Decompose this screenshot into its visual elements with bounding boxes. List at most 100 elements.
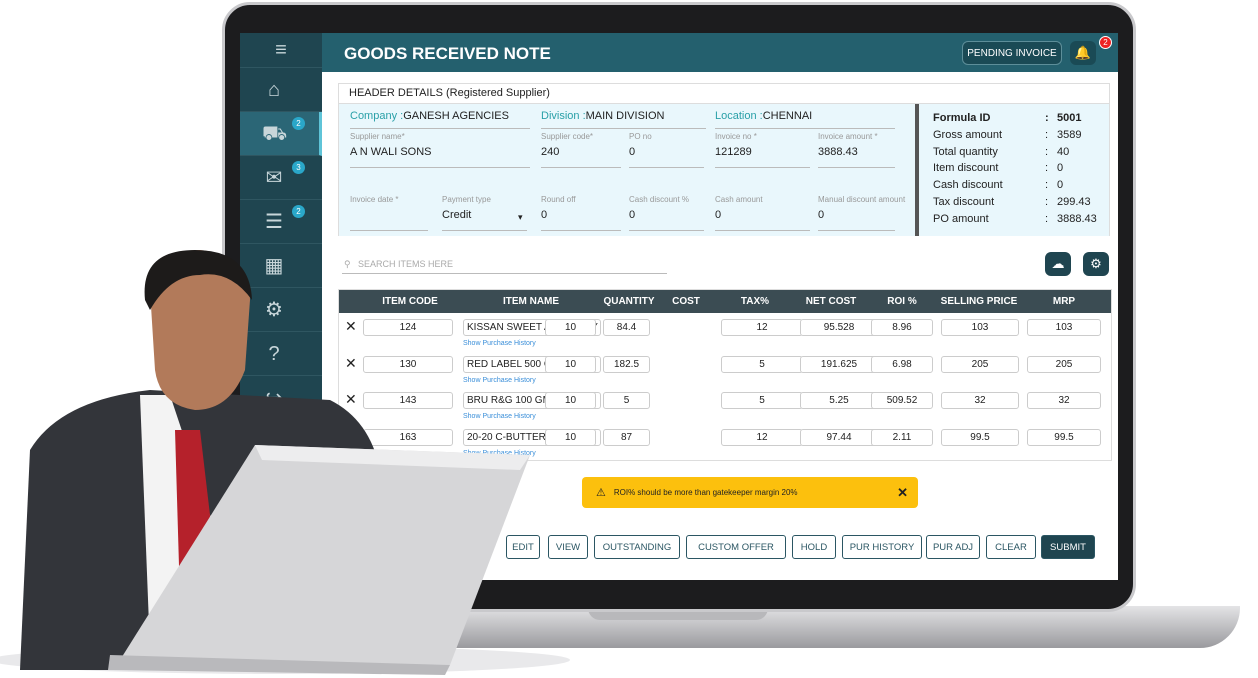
table-cell-input[interactable]: 124 bbox=[363, 319, 453, 336]
table-cell-input[interactable]: 205 bbox=[941, 355, 1019, 373]
column-header[interactable]: ITEM NAME bbox=[502, 296, 560, 307]
table-cell-input[interactable]: 509.52 bbox=[871, 392, 933, 409]
sidebar-item-help[interactable]: ? bbox=[240, 332, 322, 376]
column-header[interactable]: QUANTITY bbox=[603, 296, 655, 307]
sidebar-item-invoice[interactable]: ☰ 2 bbox=[240, 200, 322, 244]
show-purchase-history-link[interactable]: Show Purchase History bbox=[463, 413, 536, 420]
location-label: Location : bbox=[715, 110, 763, 122]
field-label: Manual discount amount bbox=[818, 195, 906, 204]
table-cell-input[interactable]: 84.4 bbox=[603, 319, 650, 336]
field-input[interactable]: 0 bbox=[541, 209, 548, 221]
table-cell-input[interactable]: 97.44 bbox=[800, 428, 878, 446]
table-cell-input[interactable]: 10 bbox=[545, 392, 596, 409]
table-cell-input[interactable]: 205 bbox=[1027, 355, 1101, 373]
pur-adj-button[interactable]: PUR ADJ bbox=[926, 535, 980, 559]
show-purchase-history-link[interactable]: Show Purchase History bbox=[463, 340, 536, 347]
formula-label: Tax discount bbox=[933, 196, 995, 208]
field-input[interactable]: 0 bbox=[715, 209, 722, 221]
table-cell-input[interactable]: 12 bbox=[721, 428, 803, 446]
settings-icon[interactable]: ⚙ bbox=[1083, 252, 1109, 276]
sidebar-item-menu[interactable]: ≡ bbox=[240, 33, 322, 68]
table-cell-input[interactable]: 32 bbox=[1027, 392, 1101, 409]
table-cell-input[interactable]: 182.5 bbox=[603, 355, 650, 373]
table-cell-input[interactable]: 103 bbox=[1027, 319, 1101, 336]
table-cell-input[interactable]: 163 bbox=[363, 428, 453, 446]
table-cell-input[interactable]: 10 bbox=[545, 428, 596, 446]
column-header[interactable]: TAX% bbox=[740, 296, 770, 307]
formula-label: Cash discount bbox=[933, 179, 1003, 192]
formula-value: 5001 bbox=[1057, 112, 1082, 124]
table-cell-input[interactable]: 5 bbox=[721, 355, 803, 373]
field-input[interactable]: 0 bbox=[629, 146, 636, 158]
custom-offer-button[interactable]: CUSTOM OFFER bbox=[686, 535, 786, 559]
table-cell-input[interactable]: 99.5 bbox=[1027, 428, 1101, 446]
table-cell-input[interactable]: 143 bbox=[363, 392, 453, 409]
table-cell-input[interactable]: 10 bbox=[545, 319, 596, 336]
view-button[interactable]: VIEW bbox=[548, 535, 588, 559]
table-cell-input[interactable]: 191.625 bbox=[800, 355, 878, 373]
colon: : bbox=[1045, 145, 1049, 158]
warning-text: ROI% should be more than gatekeeper marg… bbox=[613, 488, 798, 497]
table-cell-input[interactable]: 12 bbox=[721, 319, 803, 336]
column-header[interactable]: MRP bbox=[1052, 296, 1076, 307]
table-cell-input[interactable]: 103 bbox=[941, 319, 1019, 336]
sidebar-item-gear[interactable]: ⚙ bbox=[240, 288, 322, 332]
column-header[interactable]: SELLING PRICE bbox=[940, 296, 1018, 307]
field-input[interactable]: 3888.43 bbox=[818, 146, 858, 158]
sidebar-item-logout[interactable]: ↪ bbox=[240, 376, 322, 420]
sidebar-item-document[interactable]: ✉ 3 bbox=[240, 156, 322, 200]
bell-icon[interactable]: 🔔 bbox=[1070, 41, 1096, 65]
table-cell-input[interactable]: 130 bbox=[363, 355, 453, 373]
column-header[interactable]: NET COST bbox=[805, 296, 857, 307]
remove-row-icon[interactable]: ✕ bbox=[345, 318, 357, 334]
clear-button[interactable]: CLEAR bbox=[986, 535, 1036, 559]
chevron-down-icon[interactable]: ▾ bbox=[518, 212, 523, 222]
colon: : bbox=[1045, 179, 1049, 192]
show-purchase-history-link[interactable]: Show Purchase History bbox=[463, 376, 536, 384]
pur-history-button[interactable]: PUR HISTORY bbox=[842, 535, 922, 559]
submit-button[interactable]: SUBMIT bbox=[1041, 535, 1095, 559]
sidebar-item-truck[interactable]: ⛟ 2 bbox=[240, 112, 322, 156]
table-cell-input[interactable]: 5 bbox=[603, 392, 650, 409]
formula-value: 0 bbox=[1057, 179, 1064, 192]
field-input[interactable]: Credit bbox=[442, 209, 472, 221]
formula-label: Item discount bbox=[933, 162, 999, 175]
table-cell-input[interactable]: 32 bbox=[941, 392, 1019, 409]
table-cell-input[interactable]: 8.96 bbox=[871, 319, 933, 336]
cloud-upload-icon[interactable]: ☁ bbox=[1045, 252, 1071, 276]
column-header[interactable]: ITEM CODE bbox=[382, 296, 438, 307]
outstanding-button[interactable]: OUTSTANDING bbox=[594, 535, 680, 559]
field-input[interactable]: A N WALI SONS bbox=[350, 146, 432, 158]
remove-row-icon[interactable]: ✕ bbox=[345, 427, 357, 444]
field-input[interactable]: 0 bbox=[629, 209, 636, 221]
hold-button[interactable]: HOLD bbox=[792, 535, 836, 559]
field-input[interactable] bbox=[350, 209, 428, 225]
close-icon[interactable]: ✕ bbox=[897, 484, 908, 500]
table-cell-input[interactable]: 5 bbox=[721, 392, 803, 409]
edit-button[interactable]: EDIT bbox=[506, 535, 540, 559]
help-icon: ? bbox=[268, 343, 280, 365]
table-cell-input[interactable]: 6.98 bbox=[871, 355, 933, 373]
field-input[interactable]: 240 bbox=[541, 146, 560, 158]
column-header[interactable]: COST bbox=[672, 296, 700, 307]
column-header[interactable]: ROI % bbox=[887, 296, 917, 307]
table-cell-input[interactable]: 95.528 bbox=[800, 319, 878, 336]
search-items-input[interactable]: ⚲ SEARCH ITEMS HERE bbox=[342, 259, 667, 274]
table-cell-input[interactable]: 2.11 bbox=[871, 428, 933, 446]
remove-row-icon[interactable]: ✕ bbox=[345, 391, 357, 407]
pending-invoice-button[interactable]: PENDING INVOICE bbox=[962, 41, 1062, 65]
field-input[interactable]: 121289 bbox=[715, 146, 752, 158]
table-cell-input[interactable]: 10 bbox=[545, 355, 596, 373]
sidebar-item-home[interactable]: ⌂ bbox=[240, 68, 322, 112]
table-cell-input[interactable]: 5.25 bbox=[800, 392, 878, 409]
remove-row-icon[interactable]: ✕ bbox=[345, 354, 357, 371]
division-label: Division : bbox=[541, 110, 586, 122]
table-cell-input[interactable]: 87 bbox=[603, 428, 650, 446]
warning-icon: ⚠ bbox=[596, 487, 606, 499]
show-purchase-history-link[interactable]: Show Purchase History bbox=[463, 449, 536, 457]
formula-row: Formula ID:5001 bbox=[933, 112, 1113, 126]
table-cell-input[interactable]: 99.5 bbox=[941, 428, 1019, 446]
field-input[interactable]: 0 bbox=[818, 209, 825, 221]
sidebar-item-grid[interactable]: ▦ bbox=[240, 244, 322, 288]
formula-label: Formula ID bbox=[933, 112, 991, 124]
